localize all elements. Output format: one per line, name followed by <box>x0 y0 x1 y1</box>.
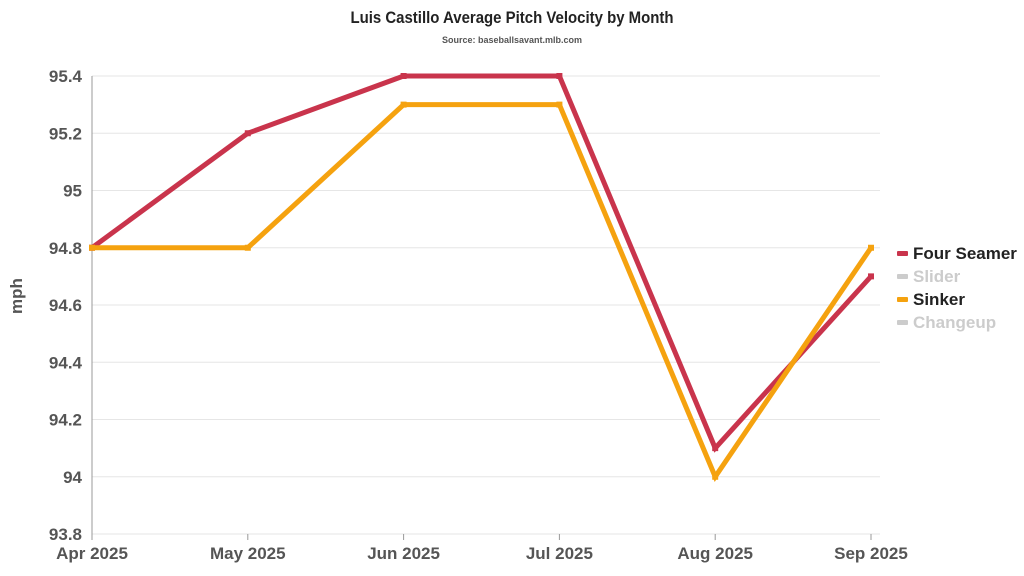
legend-label: Slider <box>913 266 961 286</box>
y-tick-label: 95.4 <box>49 67 83 86</box>
series-line-sinker <box>92 102 874 482</box>
legend-swatch <box>897 297 908 302</box>
x-tick-label: Aug 2025 <box>677 544 753 563</box>
series-line-four-seamer <box>90 73 873 453</box>
x-tick-label: Jun 2025 <box>367 544 440 563</box>
legend: Four Seamer Slider Sinker Changeup <box>897 242 1017 334</box>
data-point <box>712 445 719 452</box>
y-tick-label: 94.6 <box>49 296 82 315</box>
data-point <box>400 101 407 108</box>
data-point <box>556 101 563 108</box>
legend-label: Four Seamer <box>913 243 1017 263</box>
legend-item[interactable]: Four Seamer <box>897 242 1017 265</box>
y-tick-label: 94 <box>63 468 82 487</box>
y-tick-label: 93.8 <box>49 525 82 544</box>
y-tick-label: 94.2 <box>49 411 82 430</box>
data-point <box>712 473 719 480</box>
x-tick-label: May 2025 <box>210 544 286 563</box>
y-tick-label: 94.4 <box>49 353 83 372</box>
data-point <box>244 244 251 251</box>
y-tick-label: 95.2 <box>49 124 82 143</box>
data-point <box>868 244 874 251</box>
legend-item[interactable]: Changeup <box>897 311 1017 334</box>
x-tick-label: Apr 2025 <box>56 544 128 563</box>
y-tick-label: 94.8 <box>49 239 82 258</box>
x-tick-label: Jul 2025 <box>526 544 593 563</box>
legend-swatch <box>897 251 908 256</box>
data-point <box>868 273 874 280</box>
legend-swatch <box>897 274 908 279</box>
data-point <box>244 130 251 137</box>
legend-item[interactable]: Slider <box>897 265 1017 288</box>
data-point <box>89 244 95 251</box>
legend-label: Changeup <box>913 312 997 332</box>
chart-subtitle: Source: baseballsavant.mlb.com <box>441 35 583 45</box>
data-point <box>400 73 407 79</box>
y-tick-label: 95 <box>63 182 82 201</box>
legend-label: Sinker <box>913 289 965 309</box>
data-point <box>556 73 563 79</box>
x-tick-label: Sep 2025 <box>834 544 908 563</box>
chart-title: Luis Castillo Average Pitch Velocity by … <box>350 8 674 27</box>
y-axis-label: mph <box>7 278 26 314</box>
legend-swatch <box>897 320 908 325</box>
legend-item[interactable]: Sinker <box>897 288 1017 311</box>
